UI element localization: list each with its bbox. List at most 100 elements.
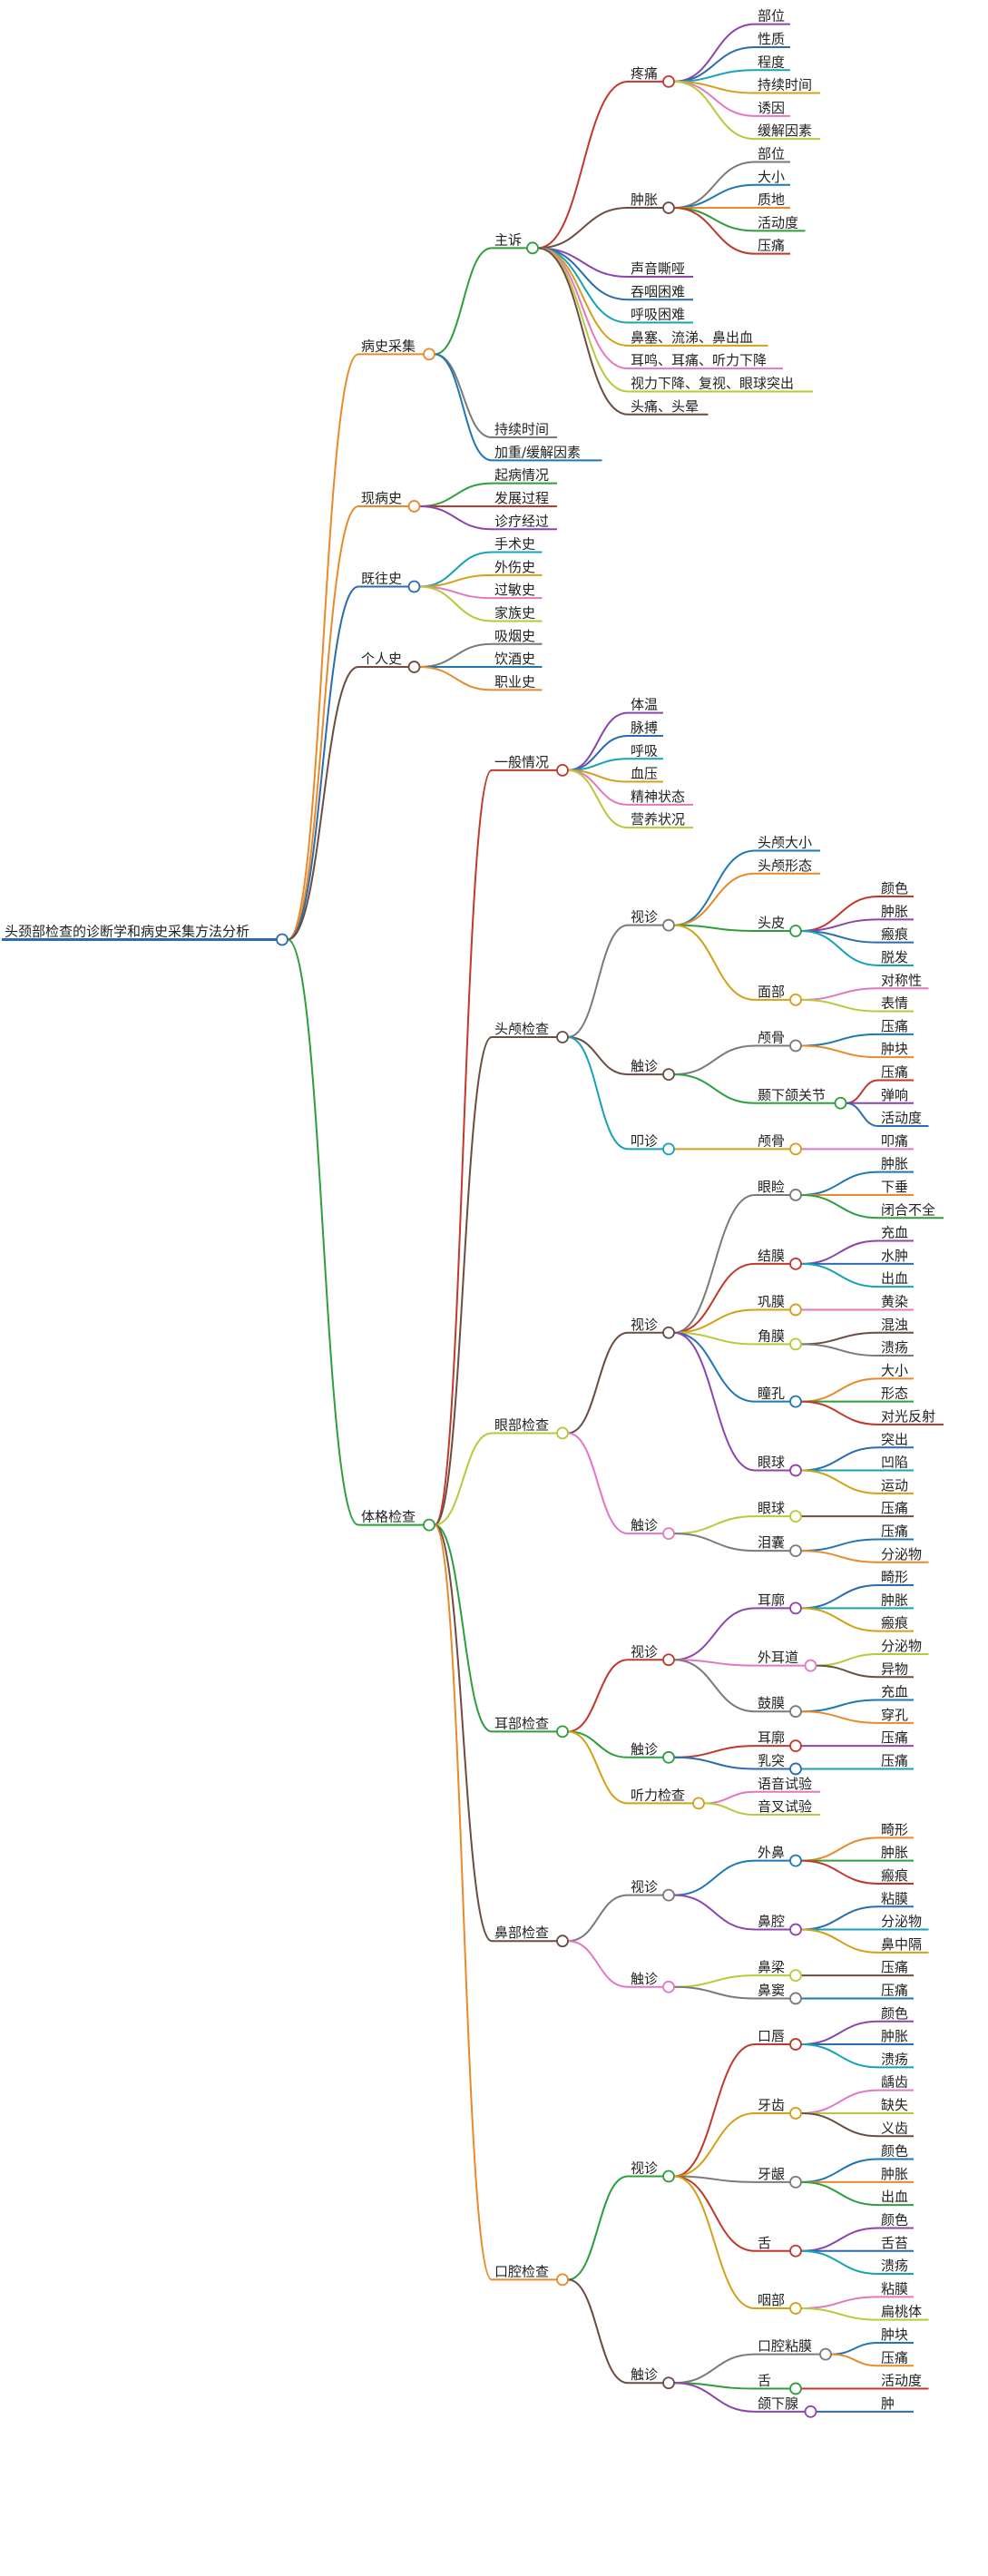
connector-line (567, 1730, 629, 1758)
collapse-toggle[interactable] (423, 1518, 435, 1532)
collapse-toggle[interactable] (662, 2170, 675, 2183)
collapse-toggle[interactable] (789, 1189, 802, 1201)
collapse-toggle[interactable] (789, 2382, 802, 2395)
collapse-toggle[interactable] (789, 1992, 802, 2005)
collapse-toggle[interactable] (789, 1303, 802, 1317)
node-label: 咽部 (758, 2292, 785, 2308)
connector-line (434, 1036, 493, 1526)
node-label: 对称性 (881, 972, 922, 988)
node-label: 耳部检查 (494, 1715, 549, 1731)
leaf-node: 压痛 (878, 1063, 914, 1082)
collapse-toggle[interactable] (407, 580, 421, 593)
collapse-toggle[interactable] (789, 1039, 802, 1053)
collapse-toggle[interactable] (407, 661, 421, 673)
leaf-node: 压痛 (878, 1500, 914, 1518)
collapse-toggle[interactable] (556, 1426, 569, 1440)
collapse-toggle[interactable] (662, 1068, 675, 1082)
collapse-toggle[interactable] (556, 2273, 569, 2287)
collapse-toggle[interactable] (789, 1337, 802, 1351)
collapse-toggle[interactable] (662, 1750, 675, 1764)
connector-line (800, 1607, 879, 1632)
node-label: 肿胀 (881, 903, 908, 919)
collapse-toggle[interactable] (662, 1326, 675, 1339)
connector-line (567, 1331, 629, 1435)
node-label: 压痛 (881, 1982, 908, 1998)
connector-line (673, 45, 756, 83)
branch-node: 乳突 (755, 1752, 802, 1776)
leaf-node: 畸形 (878, 1821, 914, 1839)
collapse-toggle[interactable] (789, 2244, 802, 2258)
node-label: 表情 (881, 995, 908, 1012)
node-label: 精神状态 (631, 788, 685, 805)
node-label: 程度 (758, 54, 785, 70)
connector-line (800, 1033, 879, 1047)
collapse-toggle[interactable] (819, 2347, 832, 2361)
connector-line (567, 1940, 629, 1988)
node-label: 持续时间 (494, 421, 549, 437)
collapse-toggle[interactable] (662, 75, 675, 88)
collapse-toggle[interactable] (789, 1510, 802, 1523)
node-label: 视诊 (631, 2160, 658, 2177)
collapse-toggle[interactable] (789, 2107, 802, 2120)
connector-line (434, 769, 493, 1526)
collapse-toggle[interactable] (789, 994, 802, 1006)
collapse-toggle[interactable] (556, 1031, 569, 1043)
collapse-toggle[interactable] (662, 1142, 675, 1156)
collapse-toggle[interactable] (789, 1395, 802, 1408)
collapse-toggle[interactable] (789, 2302, 802, 2315)
collapse-toggle[interactable] (662, 1653, 675, 1667)
collapse-toggle[interactable] (789, 1969, 802, 1983)
leaf-node: 诱因 (755, 100, 790, 117)
collapse-toggle[interactable] (789, 1854, 802, 1867)
collapse-toggle[interactable] (789, 1601, 802, 1615)
node-label: 义齿 (881, 2120, 908, 2136)
connector-line (567, 1730, 629, 1805)
collapse-toggle[interactable] (789, 1739, 802, 1753)
collapse-toggle[interactable] (804, 2405, 817, 2418)
collapse-toggle[interactable] (789, 1464, 802, 1477)
connector-line (673, 1044, 756, 1076)
branch-node: 触诊 (628, 2366, 675, 2390)
collapse-toggle[interactable] (662, 1980, 675, 1993)
leaf-node: 饮酒史 (492, 651, 543, 669)
collapse-toggle[interactable] (789, 1762, 802, 1776)
collapse-toggle[interactable] (526, 241, 539, 255)
connector-line (567, 2175, 629, 2281)
leaf-node: 肿胀 (878, 2166, 914, 2183)
connector-line (830, 2353, 879, 2367)
collapse-toggle[interactable] (789, 2038, 802, 2051)
node-label: 活动度 (881, 2373, 922, 2389)
connector-line (800, 2249, 879, 2276)
collapse-toggle[interactable] (662, 2376, 675, 2390)
node-label: 耳鸣、耳痛、听力下降 (631, 352, 767, 368)
branch-node: 视诊 (628, 1643, 675, 1667)
collapse-toggle[interactable] (662, 201, 675, 214)
leaf-node: 音叉试验 (755, 1798, 820, 1817)
collapse-toggle[interactable] (662, 1527, 675, 1541)
collapse-toggle[interactable] (789, 1544, 802, 1557)
collapse-toggle[interactable] (276, 933, 289, 946)
branch-node: 颞下颌关节 (755, 1087, 847, 1110)
collapse-toggle[interactable] (423, 348, 435, 361)
collapse-toggle[interactable] (692, 1797, 705, 1810)
leaf-node: 加重/缓解因素 (492, 444, 602, 462)
collapse-toggle[interactable] (789, 2175, 802, 2189)
connector-line (673, 2175, 756, 2309)
collapse-toggle[interactable] (789, 1257, 802, 1270)
connector-line (846, 1102, 879, 1128)
connector-line (434, 1432, 493, 1526)
collapse-toggle[interactable] (789, 1142, 802, 1156)
collapse-toggle[interactable] (556, 764, 569, 777)
connector-line (673, 183, 756, 210)
collapse-toggle[interactable] (804, 1659, 817, 1672)
collapse-toggle[interactable] (556, 1934, 569, 1948)
collapse-toggle[interactable] (662, 918, 675, 932)
collapse-toggle[interactable] (789, 1705, 802, 1719)
collapse-toggle[interactable] (662, 1888, 675, 1902)
collapse-toggle[interactable] (789, 1923, 802, 1936)
collapse-toggle[interactable] (407, 500, 421, 513)
collapse-toggle[interactable] (789, 925, 802, 937)
collapse-toggle[interactable] (556, 1725, 569, 1739)
collapse-toggle[interactable] (834, 1096, 847, 1110)
connector-line (800, 1584, 879, 1610)
